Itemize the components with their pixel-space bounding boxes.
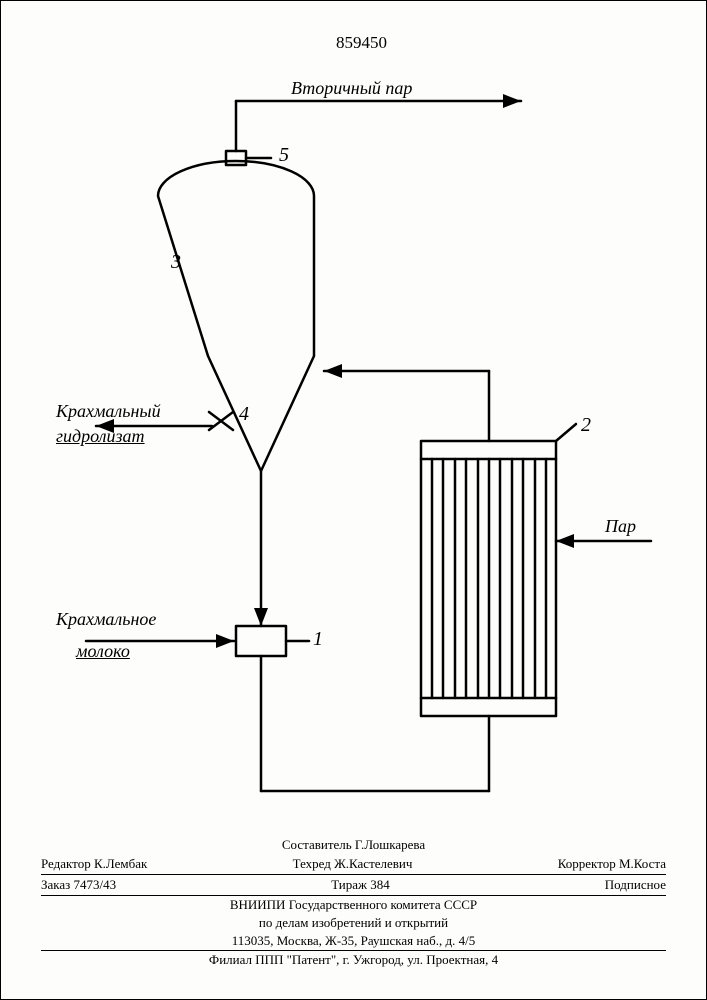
- tank-top-cap: [226, 151, 246, 165]
- tank-body: [158, 161, 314, 471]
- num-1: 1: [313, 628, 323, 651]
- tubular-heater: [421, 424, 576, 716]
- label-steam: Пар: [605, 516, 636, 537]
- page: 859450: [0, 0, 707, 1000]
- footer-row-staff: Редактор К.Лембак Техред Ж.Кастелевич Ко…: [41, 854, 666, 875]
- arrow-milk-in: [216, 634, 234, 648]
- footer-corrector: Корректор М.Коста: [558, 856, 666, 872]
- num-3: 3: [171, 251, 181, 274]
- footer-row-print: Заказ 7473/43 Тираж 384 Подписное: [41, 875, 666, 896]
- num-5: 5: [279, 144, 289, 167]
- valve-4: [209, 412, 233, 430]
- arrow-into-tank: [324, 364, 342, 378]
- label-milk-l1: Крахмальное: [56, 609, 156, 630]
- label-hydrolysate-l1: Крахмальный: [56, 401, 161, 422]
- footer-editor: Редактор К.Лембак: [41, 856, 147, 872]
- footer-org-l1: ВНИИПИ Государственного комитета СССР: [41, 896, 666, 914]
- num-2: 2: [581, 414, 591, 437]
- pump-box: [236, 626, 286, 656]
- footer-org-l3: 113035, Москва, Ж-35, Раушская наб., д. …: [41, 932, 666, 951]
- footer-subscription: Подписное: [605, 877, 666, 893]
- arrow-steam-in: [556, 534, 574, 548]
- num-4: 4: [239, 403, 249, 426]
- label-milk-l2: молоко: [76, 641, 130, 662]
- footer-techred: Техред Ж.Кастелевич: [293, 856, 413, 872]
- label-secondary-steam: Вторичный пар: [291, 78, 412, 99]
- arrow-secondary-steam: [503, 94, 521, 108]
- label-hydrolysate-l2: гидролизат: [56, 426, 145, 447]
- footer-org-l2: по делам изобретений и открытий: [41, 914, 666, 932]
- footer-compiler: Составитель Г.Лошкарева: [41, 836, 666, 854]
- arrow-into-pump: [254, 608, 268, 626]
- footer-branch: Филиал ППП "Патент", г. Ужгород, ул. Про…: [41, 951, 666, 969]
- footer-order: Заказ 7473/43: [41, 877, 116, 893]
- footer-block: Составитель Г.Лошкарева Редактор К.Лемба…: [41, 836, 666, 969]
- footer-printrun: Тираж 384: [331, 877, 390, 893]
